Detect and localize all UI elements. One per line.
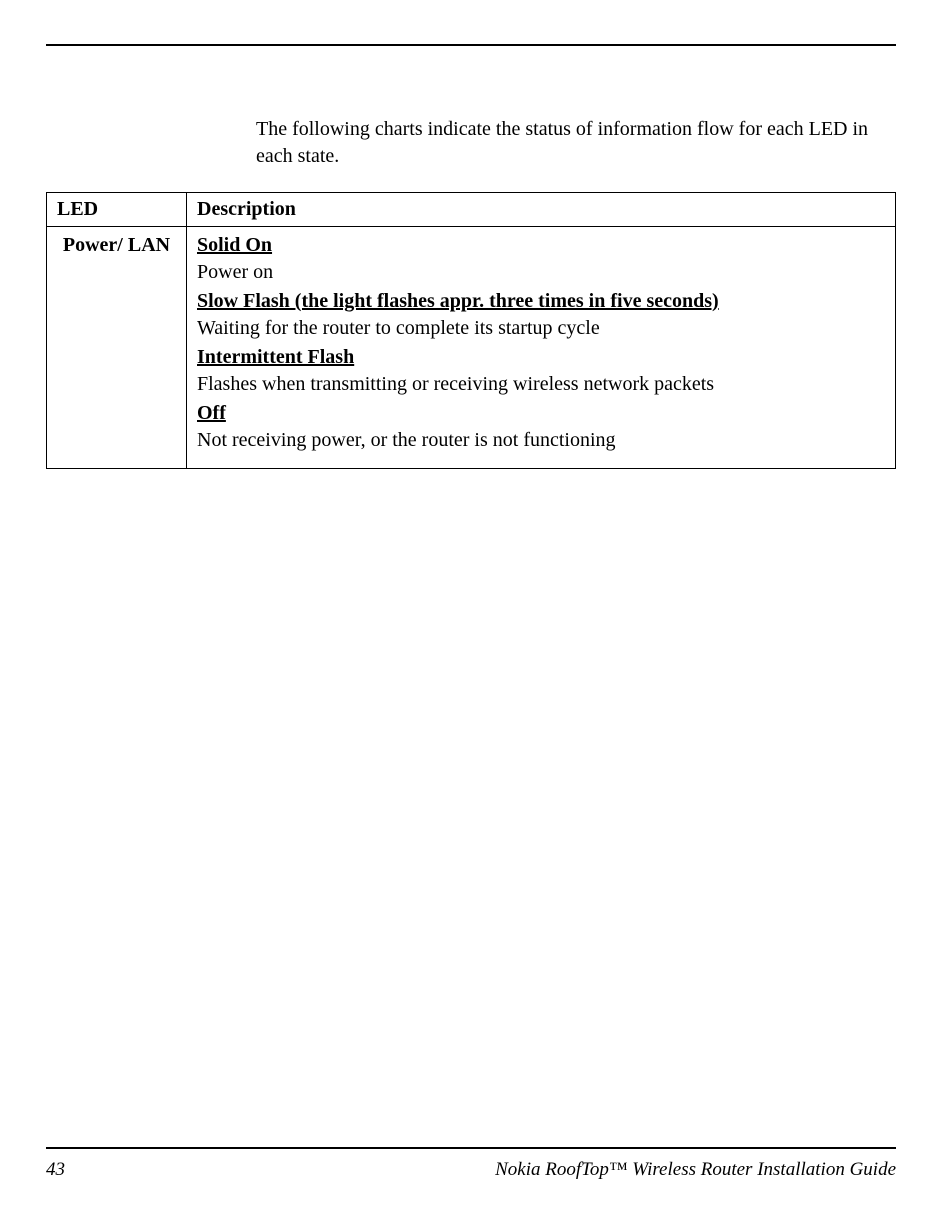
state-heading: Off (197, 402, 885, 425)
table-row: Power/ LAN Solid On Power on Slow Flash … (47, 227, 896, 469)
column-header-led: LED (47, 193, 187, 227)
footer-title: Nokia RoofTop™ Wireless Router Installat… (495, 1159, 896, 1181)
content-spacer (46, 469, 896, 1147)
document-page: The following charts indicate the status… (0, 0, 942, 1211)
cell-led-name: Power/ LAN (47, 227, 187, 469)
cell-description: Solid On Power on Slow Flash (the light … (187, 227, 896, 469)
led-status-table: LED Description Power/ LAN Solid On Powe… (46, 192, 896, 469)
intro-paragraph: The following charts indicate the status… (256, 116, 896, 170)
state-detail: Flashes when transmitting or receiving w… (197, 373, 885, 396)
page-number: 43 (46, 1159, 65, 1181)
table-header-row: LED Description (47, 193, 896, 227)
state-heading: Solid On (197, 234, 885, 257)
state-detail: Waiting for the router to complete its s… (197, 317, 885, 340)
state-detail: Power on (197, 261, 885, 284)
header-rule (46, 44, 896, 46)
state-detail: Not receiving power, or the router is no… (197, 429, 885, 452)
footer-rule (46, 1147, 896, 1149)
state-heading: Intermittent Flash (197, 346, 885, 369)
footer-row: 43 Nokia RoofTop™ Wireless Router Instal… (46, 1159, 896, 1181)
state-heading: Slow Flash (the light flashes appr. thre… (197, 290, 885, 313)
column-header-description: Description (187, 193, 896, 227)
